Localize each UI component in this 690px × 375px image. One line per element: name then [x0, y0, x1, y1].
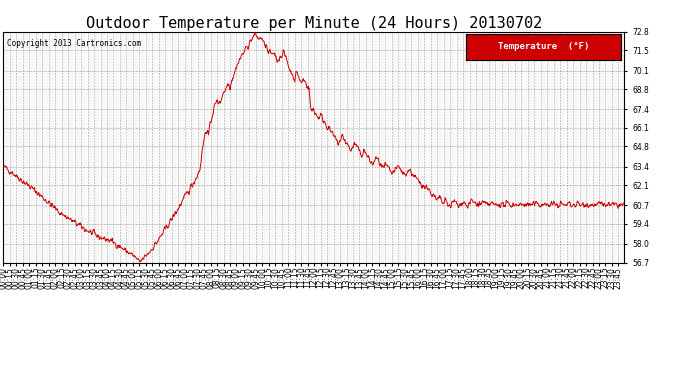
- Title: Outdoor Temperature per Minute (24 Hours) 20130702: Outdoor Temperature per Minute (24 Hours…: [86, 16, 542, 31]
- Text: Copyright 2013 Cartronics.com: Copyright 2013 Cartronics.com: [7, 39, 141, 48]
